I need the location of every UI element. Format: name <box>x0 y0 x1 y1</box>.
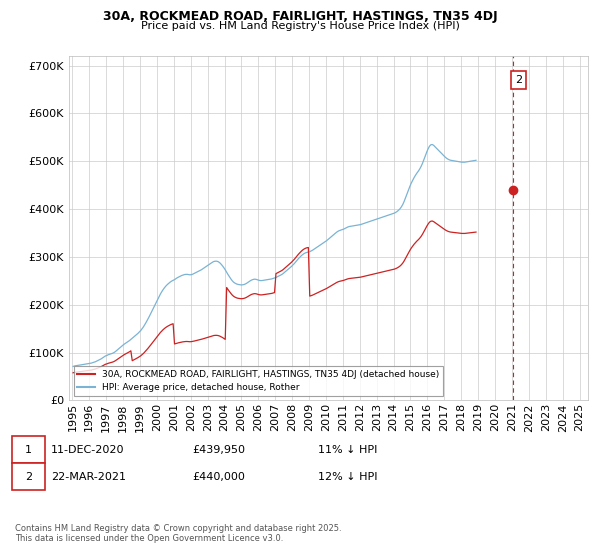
Text: 22-MAR-2021: 22-MAR-2021 <box>51 472 126 482</box>
Text: Contains HM Land Registry data © Crown copyright and database right 2025.
This d: Contains HM Land Registry data © Crown c… <box>15 524 341 543</box>
Text: 2: 2 <box>515 75 522 85</box>
Text: 11% ↓ HPI: 11% ↓ HPI <box>318 445 377 455</box>
Text: 2: 2 <box>25 472 32 482</box>
Text: 11-DEC-2020: 11-DEC-2020 <box>51 445 125 455</box>
Legend: 30A, ROCKMEAD ROAD, FAIRLIGHT, HASTINGS, TN35 4DJ (detached house), HPI: Average: 30A, ROCKMEAD ROAD, FAIRLIGHT, HASTINGS,… <box>74 366 443 396</box>
Text: £439,950: £439,950 <box>192 445 245 455</box>
Text: Price paid vs. HM Land Registry's House Price Index (HPI): Price paid vs. HM Land Registry's House … <box>140 21 460 31</box>
Text: 30A, ROCKMEAD ROAD, FAIRLIGHT, HASTINGS, TN35 4DJ: 30A, ROCKMEAD ROAD, FAIRLIGHT, HASTINGS,… <box>103 10 497 23</box>
Text: £440,000: £440,000 <box>192 472 245 482</box>
Text: 12% ↓ HPI: 12% ↓ HPI <box>318 472 377 482</box>
Text: 1: 1 <box>25 445 32 455</box>
